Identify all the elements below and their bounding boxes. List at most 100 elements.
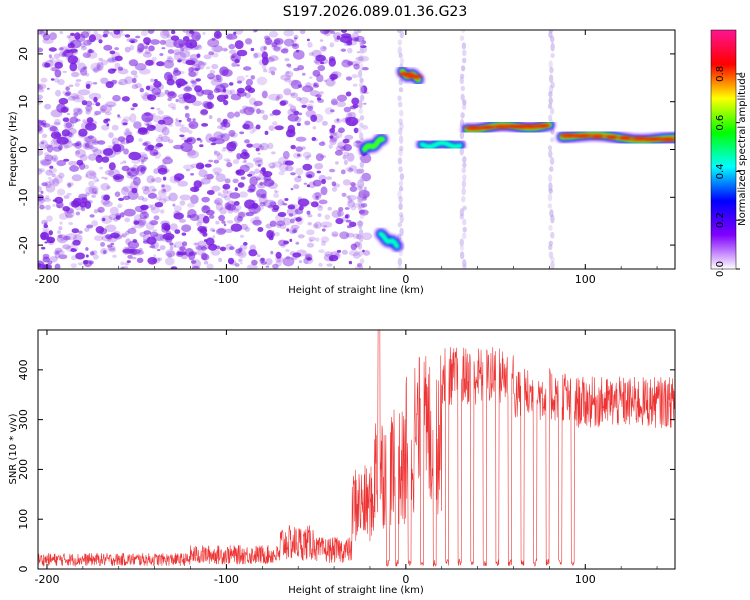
noise-blob: [164, 89, 170, 95]
noise-blob: [194, 44, 203, 50]
snr-y-axis: 0 100 200 300 400: [17, 359, 675, 573]
streak-blob: [550, 214, 555, 224]
noise-blob: [44, 181, 52, 188]
noise-blob: [208, 51, 215, 56]
noise-blob: [179, 200, 186, 206]
streak-blob: [359, 161, 365, 168]
noise-blob: [269, 220, 277, 227]
noise-blob: [276, 223, 282, 228]
noise-blob: [86, 117, 94, 124]
noise-blob: [208, 115, 213, 120]
noise-blob: [345, 232, 355, 238]
noise-blob: [345, 195, 351, 199]
noise-blob: [62, 206, 70, 212]
noise-blob: [222, 69, 233, 77]
noise-blob: [327, 206, 332, 211]
noise-blob: [99, 166, 103, 170]
noise-blob: [144, 112, 151, 116]
spectral-ridge: [557, 129, 675, 146]
noise-blob: [318, 141, 326, 146]
noise-blob: [186, 138, 193, 143]
noise-blob: [249, 130, 255, 134]
noise-blob: [194, 66, 201, 71]
noise-blob: [219, 207, 227, 215]
noise-blob: [40, 141, 45, 145]
noise-blob: [180, 142, 193, 153]
noise-blob: [213, 199, 221, 205]
noise-blob: [86, 199, 94, 204]
noise-blob: [249, 97, 257, 106]
noise-blob: [293, 184, 300, 190]
noise-blob: [330, 109, 335, 113]
noise-blob: [239, 244, 248, 251]
noise-blob: [100, 215, 113, 224]
noise-blob: [298, 260, 303, 264]
noise-blob: [243, 106, 255, 116]
noise-blob: [331, 79, 334, 82]
noise-blob: [160, 135, 170, 143]
streak-blob: [461, 167, 466, 174]
noise-blob: [220, 82, 229, 89]
noise-blob: [216, 228, 226, 236]
noise-blob: [219, 246, 227, 252]
noise-blob: [91, 250, 98, 255]
noise-blob: [343, 151, 350, 157]
snr-x-axis: -200 -100 0 100: [34, 330, 658, 586]
noise-blob: [117, 115, 122, 119]
noise-blob: [138, 138, 143, 142]
noise-blob: [80, 42, 86, 48]
streak-blob: [359, 234, 364, 243]
noise-blob: [211, 138, 225, 145]
noise-blob: [192, 118, 196, 122]
noise-blob: [146, 175, 155, 184]
noise-blob: [63, 49, 74, 58]
noise-blob: [85, 247, 89, 251]
noise-blob: [147, 192, 157, 199]
noise-blob: [195, 78, 201, 82]
noise-blob: [79, 201, 87, 208]
noise-blob: [38, 149, 44, 156]
noise-blob: [261, 56, 269, 66]
noise-blob: [133, 220, 140, 225]
noise-blob: [234, 251, 244, 256]
noise-blob: [143, 157, 148, 160]
noise-blob: [329, 257, 334, 262]
streak-blob: [548, 174, 553, 182]
noise-blob: [48, 230, 53, 236]
noise-blob: [206, 101, 213, 109]
noise-blob: [337, 94, 347, 102]
noise-blob: [58, 51, 68, 58]
streak-blob: [462, 156, 467, 163]
noise-blob: [38, 83, 41, 89]
noise-blob: [173, 49, 181, 56]
noise-blob: [294, 37, 298, 40]
noise-blob: [318, 174, 327, 182]
noise-blob: [282, 150, 290, 159]
streak-blob: [550, 35, 555, 43]
noise-blob: [174, 205, 182, 213]
noise-blob: [103, 119, 109, 124]
noise-blob: [311, 136, 317, 141]
noise-blob: [242, 123, 250, 130]
spectrogram-xtick-label: 100: [575, 273, 596, 286]
noise-blob: [174, 51, 186, 62]
noise-blob: [153, 254, 156, 258]
snr-ytick-label: 100: [17, 509, 30, 530]
noise-blob: [175, 118, 179, 122]
noise-blob: [120, 186, 129, 196]
noise-blob: [93, 68, 98, 73]
noise-blob: [173, 67, 179, 73]
noise-blob: [321, 240, 326, 246]
noise-blob: [152, 188, 157, 192]
noise-blob: [121, 232, 128, 238]
noise-blob: [313, 113, 324, 123]
noise-blob: [352, 252, 361, 259]
noise-blob: [313, 82, 318, 86]
noise-blob: [264, 35, 270, 41]
noise-blob: [84, 105, 93, 111]
noise-blob: [316, 97, 322, 101]
noise-blob: [288, 103, 293, 107]
noise-blob: [54, 175, 63, 184]
noise-blob: [223, 48, 229, 52]
noise-blob: [130, 107, 135, 111]
